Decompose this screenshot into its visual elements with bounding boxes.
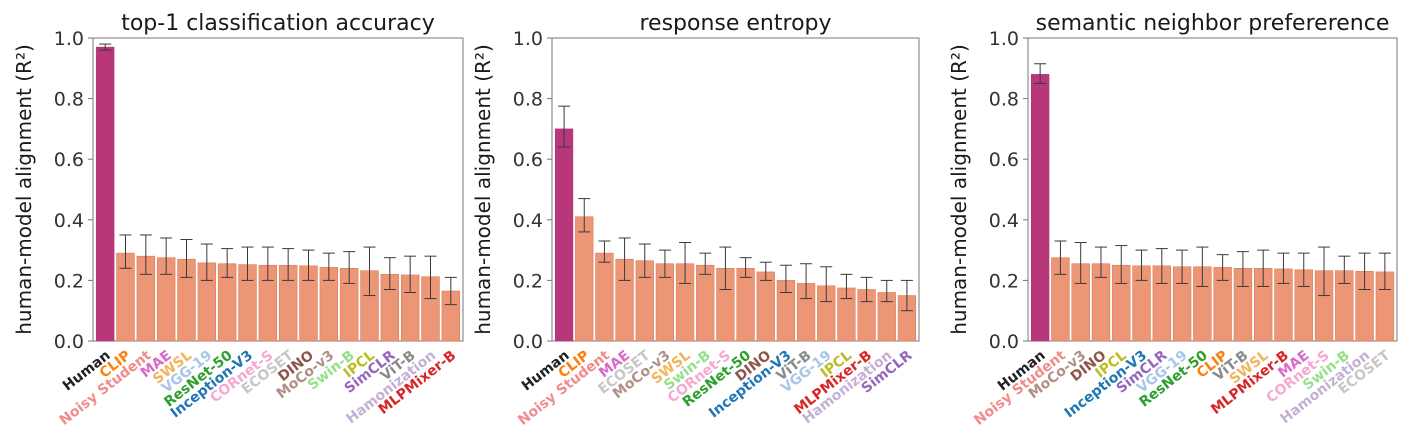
error-bar-swsl [679, 242, 692, 284]
error-bar-mlpmixer-b [860, 276, 873, 303]
y-tick-label: 0.6 [513, 149, 543, 171]
y-tick-label: 0.0 [513, 331, 543, 353]
error-bar-simclr [383, 257, 396, 290]
bar-human [554, 128, 574, 342]
error-bar-human [99, 43, 112, 51]
error-bar-mlpmixer-b [1277, 252, 1290, 284]
error-bar-cornet-s [261, 246, 274, 281]
y-axis-label: human-model alignment (R²) [471, 44, 495, 335]
error-bar-noisy-student [139, 234, 152, 275]
bar-dino [756, 271, 775, 342]
y-tick-label: 0.0 [989, 331, 1019, 353]
category-label-noisy-student: Noisy Student [971, 347, 1069, 428]
y-tick-label: 0.4 [989, 210, 1019, 232]
y-axis-label: human-model alignment (R²) [12, 44, 36, 335]
error-bar-vit-b [1236, 251, 1249, 287]
bar-clip [575, 216, 594, 342]
error-bar-swin-b [343, 251, 356, 284]
axes-frame [551, 37, 920, 342]
bar-swin-b [696, 264, 715, 342]
error-bar-moco-v3 [322, 252, 335, 281]
error-bar-mae [160, 237, 173, 275]
y-tick-label: 1.0 [54, 28, 84, 50]
error-bar-ipcl [363, 246, 376, 297]
y-tick-label: 0.2 [54, 270, 84, 292]
y-tick-label: 0.4 [513, 210, 543, 232]
error-bar-ipcl [1115, 245, 1128, 284]
error-bar-inception-v3 [241, 246, 254, 281]
bar-noisy-student [595, 252, 614, 342]
error-bar-human [1034, 63, 1047, 84]
error-bar-noisy-student [1054, 240, 1067, 275]
error-bar-clip [1216, 254, 1229, 281]
error-bar-simclr [1155, 248, 1168, 284]
error-bar-ecoset [282, 248, 295, 281]
error-bar-ecoset [638, 243, 651, 278]
error-bar-hamonization [1358, 252, 1371, 290]
error-bar-vgg-19 [820, 266, 833, 303]
error-bar-clip [119, 234, 132, 269]
error-bar-hamonization [880, 279, 893, 303]
y-tick-label: 0.8 [513, 89, 543, 111]
error-bar-resnet-50 [1196, 246, 1209, 287]
error-bar-ecoset [1378, 252, 1391, 290]
y-axis-label: human-model alignment (R²) [947, 44, 971, 335]
y-tick-label: 1.0 [513, 28, 543, 50]
error-bar-swsl [1257, 249, 1270, 287]
y-tick-label: 0.2 [513, 270, 543, 292]
y-tick-label: 0.8 [989, 89, 1019, 111]
bar-resnet-50 [736, 267, 755, 342]
error-bar-mlpmixer-b [444, 276, 457, 306]
error-bar-inception-v3 [1135, 249, 1148, 281]
panel-semantic-neighbor: semantic neighbor prefererence human-mode… [947, 11, 1398, 429]
error-bar-vgg-19 [1176, 249, 1189, 284]
chart-title: response entropy [639, 11, 831, 36]
y-tick-label: 0.6 [54, 149, 84, 171]
error-bar-dino [759, 261, 772, 281]
y-tick-label: 0.0 [54, 331, 84, 353]
error-bar-mae [618, 237, 631, 281]
error-bar-clip [578, 198, 591, 233]
error-bar-ipcl [840, 273, 853, 300]
error-bar-swin-b [699, 252, 712, 275]
error-bar-hamonization [424, 255, 437, 300]
error-bar-moco-v3 [1074, 242, 1087, 284]
panel-response-entropy: response entropy human-model alignment (R… [471, 11, 920, 429]
error-bar-mae [1297, 252, 1310, 287]
error-bar-vgg-19 [200, 243, 213, 281]
error-bar-cornet-s [1318, 246, 1331, 297]
y-tick-label: 0.8 [54, 89, 84, 111]
error-bar-noisy-student [598, 240, 611, 263]
error-bar-cornet-s [719, 246, 732, 290]
error-bar-human [558, 105, 571, 148]
y-tick-label: 1.0 [989, 28, 1019, 50]
error-bar-dino [302, 249, 315, 281]
error-bar-dino [1094, 246, 1107, 278]
error-bar-resnet-50 [739, 257, 752, 278]
error-bar-moco-v3 [658, 249, 671, 278]
axes-frame [1027, 37, 1398, 342]
y-tick-label: 0.2 [989, 270, 1019, 292]
error-bar-simclr [900, 279, 913, 312]
error-bar-swin-b [1338, 255, 1351, 284]
error-bar-swsl [180, 238, 193, 278]
panel-top1-accuracy: top-1 classification accuracy human-model… [12, 11, 464, 429]
error-bar-inception-v3 [779, 264, 792, 294]
y-tick-label: 0.4 [54, 210, 84, 232]
chart-title: top-1 classification accuracy [121, 11, 435, 36]
bar-human [1030, 74, 1050, 342]
axes-frame [92, 37, 464, 342]
y-tick-label: 0.6 [989, 149, 1019, 171]
error-bar-vit-b [800, 263, 813, 300]
chart-title: semantic neighbor prefererence [1036, 11, 1390, 36]
error-bar-resnet-50 [221, 248, 234, 278]
bar-human [95, 46, 115, 342]
error-bar-vit-b [404, 255, 417, 294]
